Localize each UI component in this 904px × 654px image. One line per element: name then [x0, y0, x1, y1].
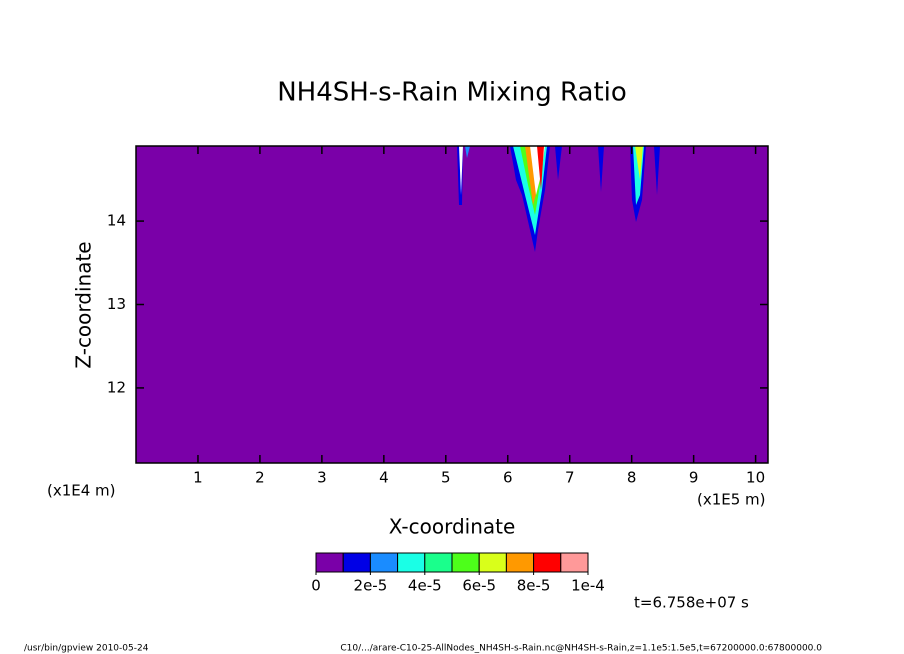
x-tick-label: 9 — [689, 469, 699, 487]
colorbar-label: 4e-5 — [408, 577, 442, 595]
plume — [537, 146, 544, 190]
x-axis-label: X-coordinate — [389, 515, 516, 539]
x-tick-label: 5 — [441, 469, 451, 487]
colorbar-swatch — [533, 552, 562, 573]
colorbar-label: 1e-4 — [571, 577, 605, 595]
colorbar-swatch — [369, 552, 399, 573]
colorbar-label: 2e-5 — [354, 577, 388, 595]
y-tick-label: 13 — [107, 295, 126, 313]
y-tick-label: 12 — [107, 378, 126, 396]
colorbar-swatch — [505, 552, 535, 573]
x-unit-right: (x1E5 m) — [697, 491, 766, 509]
colorbar-swatch — [560, 552, 589, 573]
y-tick-label: 14 — [107, 212, 126, 230]
chart-title: NH4SH-s-Rain Mixing Ratio — [277, 78, 627, 108]
x-tick-label: 8 — [627, 469, 637, 487]
colorbar-label: 8e-5 — [517, 577, 551, 595]
plume — [459, 146, 463, 195]
x-tick-label: 7 — [565, 469, 575, 487]
x-tick-label: 2 — [255, 469, 265, 487]
footer-left: /usr/bin/gpview 2010-05-24 — [24, 644, 149, 654]
colorbar-swatch — [397, 552, 426, 573]
colorbar-swatch — [424, 552, 453, 573]
footer-right: C10/.../arare-C10-25-AllNodes_NH4SH-s-Ra… — [340, 644, 822, 654]
colorbar-label: 0 — [311, 577, 321, 595]
colorbar-swatch — [478, 552, 507, 573]
colorbar-label: 6e-5 — [462, 577, 496, 595]
plume — [635, 146, 643, 180]
x-tick-label: 4 — [379, 469, 389, 487]
x-tick-label: 1 — [193, 469, 203, 487]
y-axis-label: Z-coordinate — [72, 241, 96, 368]
plume — [598, 146, 604, 192]
colorbar-swatch — [315, 552, 344, 573]
plumes — [457, 146, 660, 252]
plume — [465, 146, 470, 158]
x-tick-label: 10 — [746, 469, 765, 487]
plume — [555, 146, 562, 180]
colorbar-swatch — [451, 552, 480, 573]
x-tick-label: 3 — [317, 469, 327, 487]
plume — [654, 146, 660, 195]
field-background — [136, 146, 768, 463]
time-label: t=6.758e+07 s — [634, 594, 749, 612]
x-unit-left: (x1E4 m) — [47, 482, 116, 500]
x-tick-label: 6 — [503, 469, 513, 487]
colorbar-swatch — [342, 552, 371, 573]
